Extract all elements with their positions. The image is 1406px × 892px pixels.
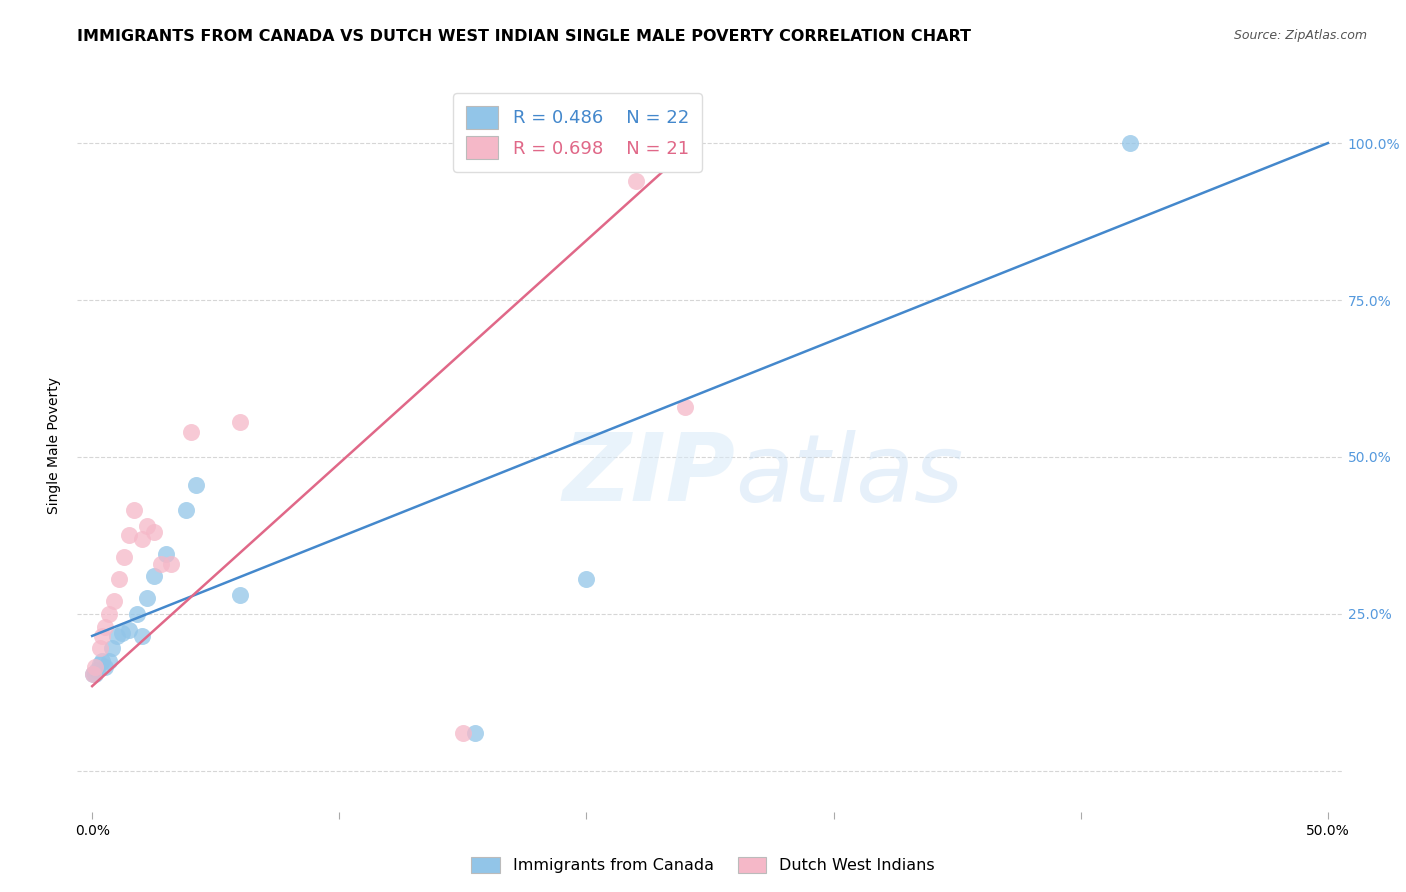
Point	[111, 625, 134, 640]
Point	[108, 573, 131, 587]
Point	[93, 619, 115, 633]
Point	[89, 641, 111, 656]
Point	[575, 573, 598, 587]
Text: atlas: atlas	[735, 430, 963, 521]
Point	[91, 654, 114, 668]
Point	[122, 503, 145, 517]
Point	[118, 623, 141, 637]
Point	[135, 519, 157, 533]
Point	[184, 478, 207, 492]
Point	[142, 525, 165, 540]
Point	[83, 666, 105, 681]
Legend: R = 0.486    N = 22, R = 0.698    N = 21: R = 0.486 N = 22, R = 0.698 N = 21	[453, 93, 702, 172]
Point	[82, 666, 104, 681]
Point	[160, 557, 183, 571]
Point	[112, 550, 135, 565]
Point	[103, 594, 125, 608]
Point	[86, 664, 108, 678]
Point	[135, 591, 157, 606]
Point	[142, 569, 165, 583]
Point	[125, 607, 148, 621]
Point	[150, 557, 173, 571]
Text: Source: ZipAtlas.com: Source: ZipAtlas.com	[1233, 29, 1367, 43]
Point	[464, 726, 486, 740]
Point	[155, 547, 177, 561]
Point	[229, 588, 252, 602]
Point	[131, 629, 153, 643]
Point	[673, 400, 696, 414]
Point	[82, 666, 104, 681]
Point	[180, 425, 202, 439]
Point	[89, 657, 111, 672]
Point	[83, 660, 105, 674]
Legend: Immigrants from Canada, Dutch West Indians: Immigrants from Canada, Dutch West India…	[465, 850, 941, 880]
Point	[105, 629, 128, 643]
Point	[98, 607, 121, 621]
Point	[101, 641, 124, 656]
Point	[174, 503, 197, 517]
Text: ZIP: ZIP	[562, 429, 735, 521]
Point	[624, 174, 647, 188]
Point	[451, 726, 474, 740]
Point	[98, 654, 121, 668]
Point	[118, 528, 141, 542]
Point	[131, 532, 153, 546]
Y-axis label: Single Male Poverty: Single Male Poverty	[48, 377, 62, 515]
Point	[1119, 136, 1142, 150]
Point	[229, 416, 252, 430]
Point	[93, 660, 115, 674]
Text: IMMIGRANTS FROM CANADA VS DUTCH WEST INDIAN SINGLE MALE POVERTY CORRELATION CHAR: IMMIGRANTS FROM CANADA VS DUTCH WEST IND…	[77, 29, 972, 45]
Point	[91, 629, 114, 643]
